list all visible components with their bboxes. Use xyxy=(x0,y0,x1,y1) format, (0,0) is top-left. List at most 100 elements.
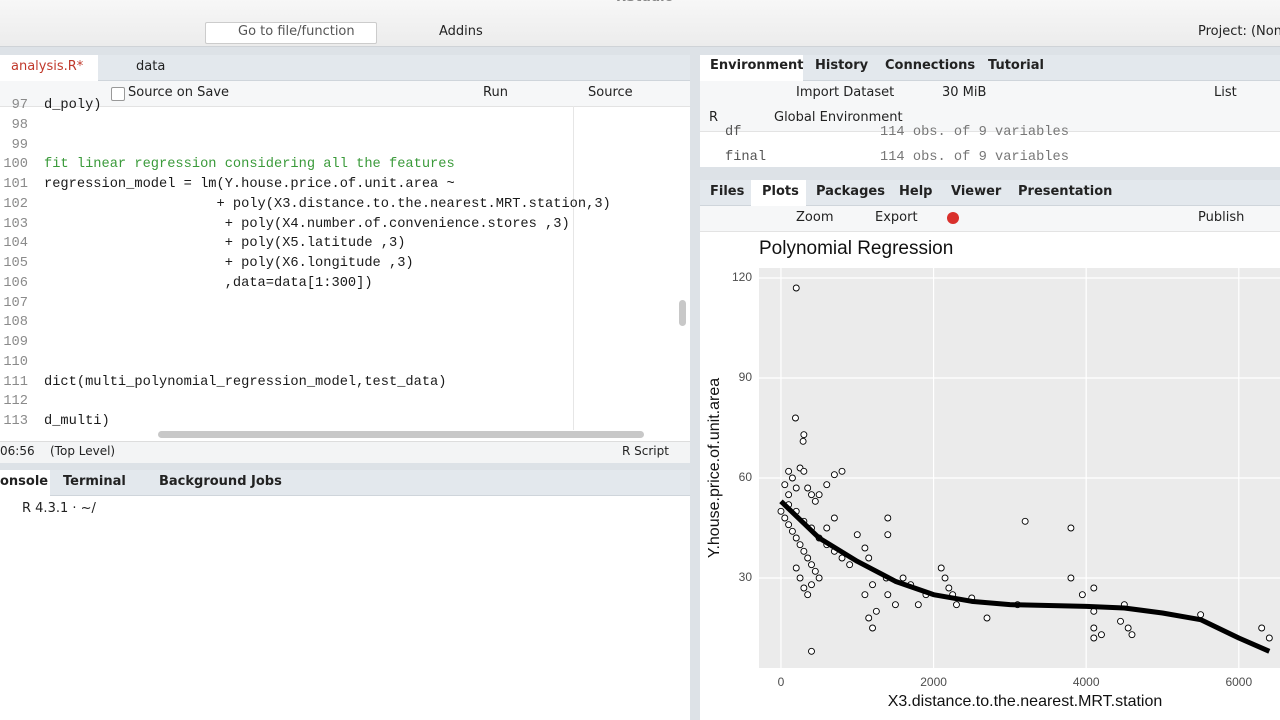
data-point xyxy=(853,531,861,539)
env-scope[interactable]: Global Environment xyxy=(774,110,903,125)
data-point xyxy=(788,474,796,482)
code-line: fit linear regression considering all th… xyxy=(44,157,455,173)
env-desc: 114 obs. of 9 variables xyxy=(880,150,1069,165)
run-button[interactable]: Run xyxy=(483,85,508,100)
data-point xyxy=(865,554,873,562)
console-active-tab[interactable] xyxy=(0,470,50,496)
x-tick-label: 4000 xyxy=(1073,675,1100,689)
view-menu[interactable]: List xyxy=(1214,85,1237,100)
plots-active-tab[interactable] xyxy=(751,180,806,206)
h-scrollbar[interactable] xyxy=(158,431,644,438)
zoom-button[interactable]: Zoom xyxy=(796,210,834,225)
checkbox[interactable] xyxy=(111,87,125,101)
source-on-save[interactable]: Source on Save xyxy=(128,85,230,100)
files-tab[interactable]: Help xyxy=(899,184,933,199)
data-point xyxy=(800,467,808,475)
plot: Polynomial Regression 0 2000 4000 6000 30 60 90… xyxy=(706,238,1280,710)
files-tab[interactable]: Presentation xyxy=(1018,184,1113,199)
data-point xyxy=(861,544,869,552)
filetype-menu[interactable]: R Script xyxy=(622,444,669,458)
env-name[interactable]: final xyxy=(725,150,767,165)
env-desc: 114 obs. of 9 variables xyxy=(880,125,1069,140)
env-tab[interactable]: Connections xyxy=(885,58,976,73)
addins-menu[interactable]: Addins xyxy=(439,24,483,39)
data-point xyxy=(808,561,815,569)
margin-line xyxy=(573,106,574,430)
data-point xyxy=(823,524,831,532)
goto-box[interactable] xyxy=(205,22,377,44)
line-number: 102 xyxy=(3,196,28,212)
line-number: 104 xyxy=(3,236,28,252)
console-tab[interactable]: Terminal xyxy=(63,474,126,489)
data-point xyxy=(1265,634,1273,642)
console-tab[interactable]: Background Jobs xyxy=(159,474,282,489)
env-tab[interactable]: History xyxy=(815,58,869,73)
code-line: + poly(X3.distance.to.the.nearest.MRT.st… xyxy=(44,196,611,212)
language-menu[interactable]: R xyxy=(709,110,719,125)
data-point xyxy=(899,574,907,582)
data-point xyxy=(804,484,812,492)
memory-usage[interactable]: 30 MiB xyxy=(942,85,987,100)
env-active-tab[interactable] xyxy=(700,55,803,81)
data-point xyxy=(945,584,953,592)
console-tabbar xyxy=(0,470,690,496)
data-point xyxy=(884,531,892,539)
data-point xyxy=(815,491,823,499)
env-tab[interactable]: Environment xyxy=(710,58,804,73)
data-point xyxy=(846,561,854,569)
line-number: 98 xyxy=(11,117,28,133)
code-line: d_poly) xyxy=(44,98,102,113)
data-point xyxy=(811,497,819,505)
editor-tabbar xyxy=(0,55,690,81)
data-point xyxy=(884,591,892,599)
line-number: 103 xyxy=(3,216,28,232)
data-point xyxy=(792,564,800,572)
editor-tab[interactable]: data xyxy=(136,59,166,74)
line-number: 107 xyxy=(3,295,28,311)
line-number: 97 xyxy=(11,98,28,113)
line-number: 106 xyxy=(3,275,28,291)
env-tab[interactable]: Tutorial xyxy=(988,58,1044,73)
data-point xyxy=(1021,517,1029,525)
publish-menu[interactable]: Publish xyxy=(1198,210,1245,225)
scope-menu[interactable]: (Top Level) xyxy=(50,444,116,458)
v-scrollbar[interactable] xyxy=(679,300,686,326)
data-point xyxy=(953,601,960,609)
code-line: regression_model = lm(Y.house.price.of.u… xyxy=(44,177,455,192)
line-number: 109 xyxy=(3,335,28,350)
source-button[interactable]: Source xyxy=(588,85,633,100)
window-title: RStudio xyxy=(616,0,674,6)
x-axis-label: X3.distance.to.the.nearest.MRT.station xyxy=(888,693,1163,710)
data-point xyxy=(777,507,785,515)
files-tab[interactable]: Plots xyxy=(762,184,799,199)
code-line: ,data=data[1:300]) xyxy=(44,275,373,291)
data-point xyxy=(1090,634,1098,642)
files-tab[interactable]: Packages xyxy=(816,184,885,199)
goto-file[interactable]: Go to file/function xyxy=(238,24,355,39)
code-line: dict(multi_polynomial_regression_model,t… xyxy=(44,374,447,390)
data-point xyxy=(792,484,800,492)
code-line: + poly(X4.number.of.convenience.stores ,… xyxy=(44,216,570,232)
data-point xyxy=(1090,624,1098,632)
line-number: 100 xyxy=(3,157,28,173)
x-tick-label: 2000 xyxy=(920,675,947,689)
x-tick-label: 6000 xyxy=(1225,675,1252,689)
editor-pane xyxy=(0,55,690,462)
export-menu[interactable]: Export xyxy=(875,210,918,225)
y-axis-label: Y.house.price.of.unit.area xyxy=(706,378,723,558)
console-tab[interactable]: onsole xyxy=(0,474,49,489)
project-menu[interactable]: Project: (Non xyxy=(1198,24,1280,39)
code-line: d_multi) xyxy=(44,414,110,429)
editor-tab[interactable]: analysis.R* xyxy=(11,59,84,74)
import-dataset[interactable]: Import Dataset xyxy=(796,85,895,100)
top-bar xyxy=(0,0,1280,47)
line-number: 112 xyxy=(3,394,28,410)
data-point xyxy=(1067,524,1075,532)
files-tab[interactable]: Viewer xyxy=(951,184,1002,199)
env-name[interactable]: df xyxy=(725,125,742,140)
stop-icon[interactable] xyxy=(947,212,959,224)
y-tick-label: 90 xyxy=(739,370,753,384)
files-tab[interactable]: Files xyxy=(710,184,745,199)
y-tick-label: 30 xyxy=(739,570,753,584)
active-tab[interactable] xyxy=(0,55,98,81)
